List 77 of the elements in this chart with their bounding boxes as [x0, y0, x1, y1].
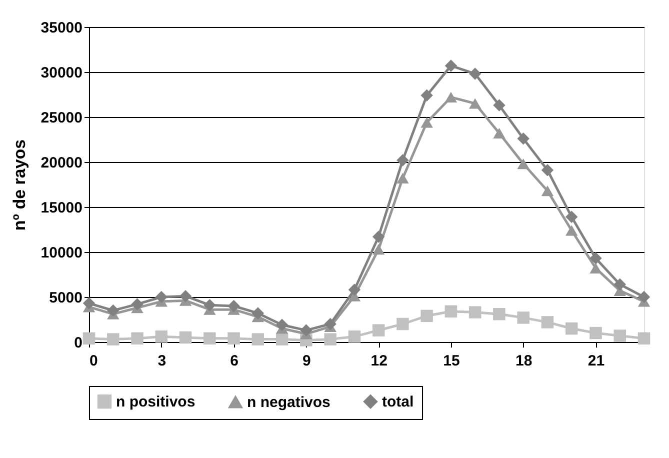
- point: [517, 132, 530, 145]
- point: [420, 310, 433, 322]
- point: [541, 164, 554, 176]
- y-tick-label: 0: [74, 334, 82, 352]
- point: [131, 332, 144, 345]
- point: [348, 284, 361, 296]
- point: [638, 332, 650, 345]
- point: [372, 324, 385, 336]
- point: [252, 307, 264, 320]
- x-tick-label: 18: [516, 352, 532, 370]
- x-tick-label: 9: [302, 352, 311, 370]
- x-tick-label: 0: [90, 352, 98, 370]
- point: [348, 330, 361, 343]
- point: [276, 318, 288, 332]
- point: [565, 225, 578, 236]
- point: [372, 230, 385, 243]
- point: [82, 332, 96, 345]
- legend-label: n negativos: [247, 394, 330, 412]
- point: [590, 326, 602, 340]
- y-tick-label: 20000: [40, 154, 82, 172]
- point: [590, 262, 602, 274]
- point: [420, 89, 433, 102]
- point: [107, 333, 120, 346]
- point: [204, 332, 216, 345]
- point: [107, 304, 120, 317]
- point: [155, 330, 168, 343]
- point: [541, 185, 554, 196]
- y-tick-label: 25000: [40, 110, 82, 126]
- point: [493, 99, 506, 112]
- x-tick-label: 15: [443, 352, 460, 370]
- point: [444, 60, 458, 72]
- x-tick-label: 21: [588, 352, 605, 370]
- point: [493, 308, 506, 320]
- y-tick-label: 5000: [49, 290, 82, 306]
- point: [541, 316, 554, 328]
- point: [517, 312, 530, 324]
- point: [396, 172, 409, 184]
- point: [420, 117, 433, 128]
- x-tick-label: 12: [370, 352, 388, 370]
- point: [468, 68, 482, 80]
- point: [444, 92, 458, 103]
- point: [468, 98, 482, 109]
- y-tick-label: 30000: [40, 64, 82, 82]
- point: [204, 298, 216, 312]
- y-axis-title: nº de rayos: [10, 139, 29, 231]
- point: [276, 333, 288, 346]
- point: [252, 333, 264, 346]
- y-tick-label: 10000: [40, 244, 82, 262]
- legend-label: n positivos: [116, 394, 196, 411]
- legend-label: total: [382, 394, 414, 411]
- point: [493, 128, 506, 139]
- point: [324, 318, 336, 330]
- y-tick-label: 35000: [40, 20, 82, 36]
- point: [228, 300, 240, 312]
- point: [82, 297, 96, 310]
- point: [179, 290, 192, 302]
- point: [324, 333, 336, 346]
- point: [565, 210, 578, 224]
- point: [565, 322, 578, 335]
- point: [444, 305, 458, 318]
- point: [131, 298, 144, 310]
- point: [155, 290, 168, 304]
- point: [372, 244, 385, 255]
- x-tick-label: 3: [158, 352, 166, 370]
- point: [517, 158, 530, 170]
- point: [300, 324, 312, 336]
- y-tick-label: 15000: [40, 200, 82, 216]
- point: [396, 154, 409, 166]
- x-tick-label: 6: [230, 352, 238, 370]
- point: [468, 306, 482, 318]
- point: [396, 318, 409, 330]
- point: [228, 332, 240, 345]
- point: [614, 278, 626, 291]
- point: [614, 330, 626, 342]
- point: [179, 331, 192, 344]
- point: [638, 290, 650, 304]
- point: [590, 252, 602, 264]
